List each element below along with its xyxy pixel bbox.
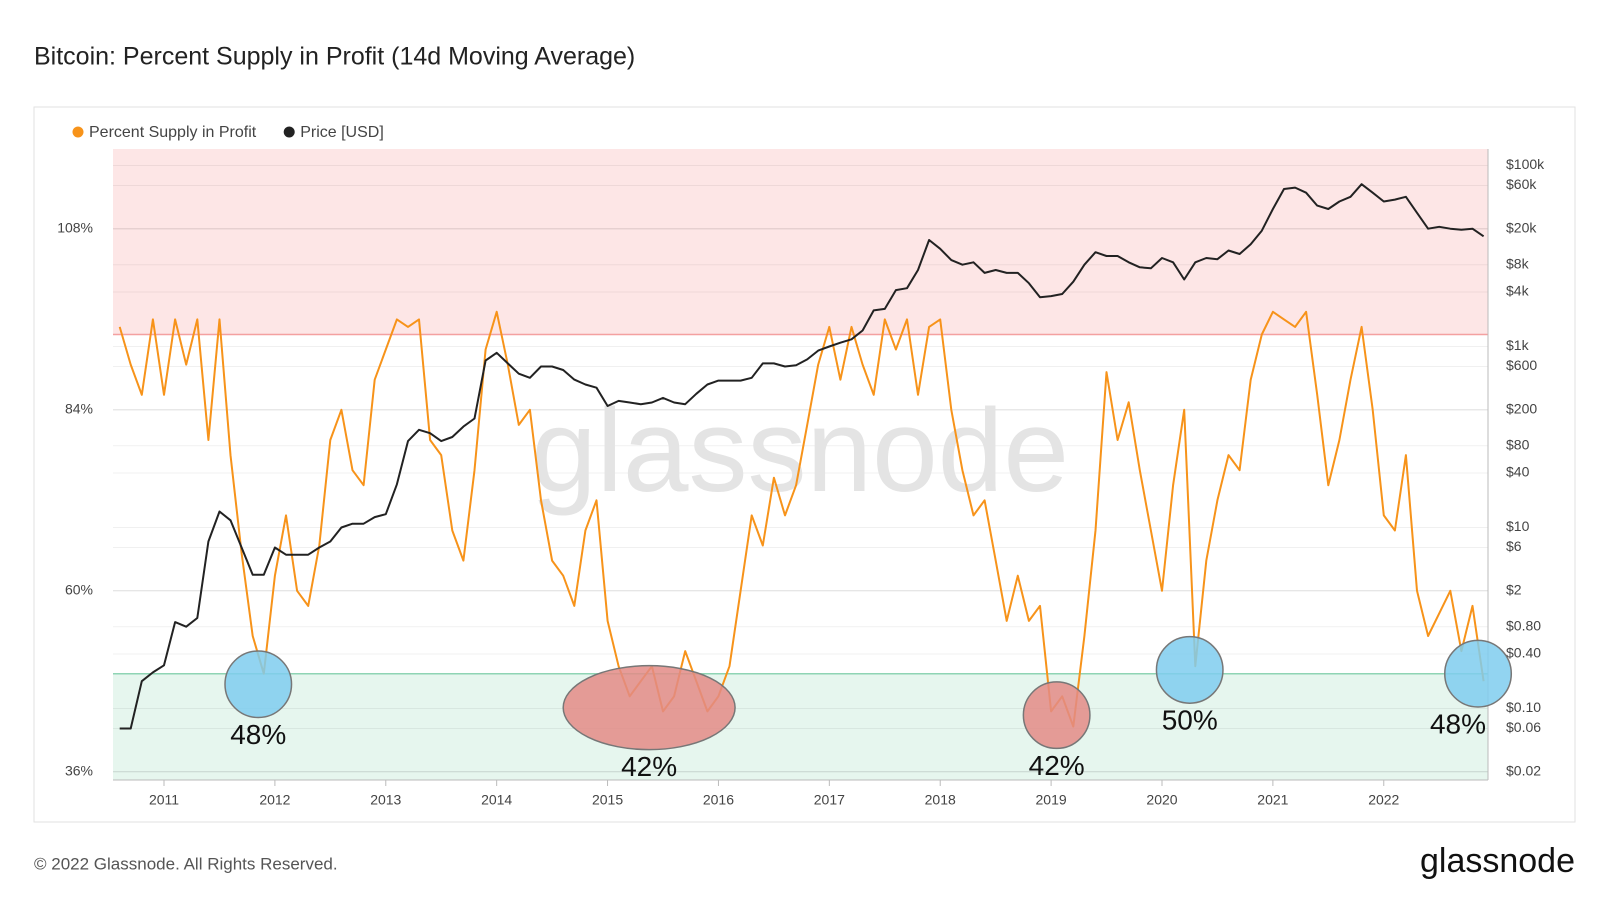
logo: glassnode xyxy=(1420,842,1575,880)
y2-tick-label: $0.40 xyxy=(1506,645,1541,661)
legend-label: Percent Supply in Profit xyxy=(89,124,257,141)
x-tick-label: 2014 xyxy=(481,792,512,808)
legend-label: Price [USD] xyxy=(300,124,384,141)
watermark: glassnode xyxy=(531,385,1069,517)
y-tick-label: 108% xyxy=(57,220,93,236)
foreground-layer: $100k $60k $20k $8k $4k $1k $600 $200 $80 $40 $10 $… xyxy=(57,124,1545,807)
y2-tick-label: $600 xyxy=(1506,357,1537,373)
x-tick-label: 2013 xyxy=(370,792,401,808)
x-tick-label: 2017 xyxy=(814,792,845,808)
y-tick-label: 60% xyxy=(65,581,93,597)
upper-zone xyxy=(113,149,1488,335)
y2-tick-label: $4k xyxy=(1506,283,1530,299)
x-tick-label: 2019 xyxy=(1036,792,1067,808)
y2-tick-label: $0.02 xyxy=(1506,762,1541,778)
chart-frame xyxy=(33,106,1576,823)
x-tick-label: 2018 xyxy=(925,792,956,808)
y2-tick-label: $6 xyxy=(1506,538,1522,554)
y2-tick-label: $0.06 xyxy=(1506,719,1541,735)
y2-tick-label: $20k xyxy=(1506,219,1537,235)
y2-tick-label: $1k xyxy=(1506,337,1530,353)
annotation-label: 48% xyxy=(230,719,286,750)
y2-tick-label: $8k xyxy=(1506,255,1530,271)
x-tick-label: 2011 xyxy=(149,792,179,808)
annotation-label: 50% xyxy=(1162,705,1218,736)
lower-zone xyxy=(113,673,1488,780)
y2-tick-label: $80 xyxy=(1506,436,1530,452)
series-line xyxy=(118,310,1485,728)
background-layer xyxy=(113,149,1488,780)
series-line xyxy=(119,183,1485,730)
x-tick-label: 2021 xyxy=(1257,792,1288,808)
footer: © 2022 Glassnode. All Rights Reserved. xyxy=(34,854,338,873)
y2-tick-label: $40 xyxy=(1506,464,1530,480)
legend-swatch xyxy=(72,126,84,138)
annotation-label: 42% xyxy=(1029,750,1085,781)
y-tick-label: 36% xyxy=(65,762,93,778)
annotation-circle xyxy=(562,664,736,751)
y-tick-label: 84% xyxy=(65,401,93,417)
y2-tick-label: $0.10 xyxy=(1506,699,1541,715)
chart-title: Bitcoin: Percent Supply in Profit (14d M… xyxy=(34,43,635,71)
y2-tick-label: $10 xyxy=(1506,518,1530,534)
y2-tick-label: $60k xyxy=(1506,176,1537,192)
y2-tick-label: $0.80 xyxy=(1506,617,1541,633)
x-tick-label: 2015 xyxy=(592,792,623,808)
x-tick-label: 2022 xyxy=(1368,792,1399,808)
annotation-circle xyxy=(1022,681,1091,750)
annotation-label: 48% xyxy=(1430,708,1486,739)
legend-swatch xyxy=(283,126,295,138)
annotation-label: 42% xyxy=(621,751,677,782)
annotation-circle xyxy=(224,650,293,719)
x-tick-label: 2012 xyxy=(259,792,290,808)
x-tick-label: 2016 xyxy=(703,792,734,808)
y2-tick-label: $100k xyxy=(1506,156,1545,172)
y2-tick-label: $200 xyxy=(1506,400,1537,416)
y2-tick-label: $2 xyxy=(1506,581,1522,597)
x-tick-label: 2020 xyxy=(1146,792,1177,808)
annotation-circle xyxy=(1155,635,1224,704)
annotation-circle xyxy=(1444,639,1513,708)
